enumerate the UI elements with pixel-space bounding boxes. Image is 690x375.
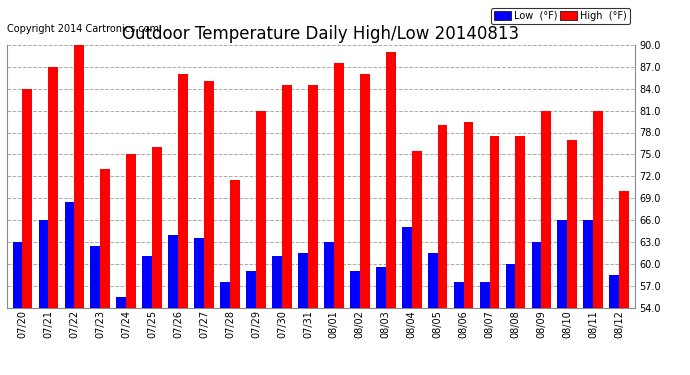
Bar [402,227,412,308]
Bar [194,238,204,308]
Bar [506,264,515,308]
Bar [619,191,629,308]
Bar [282,85,292,308]
Bar [298,253,308,308]
Bar [350,271,359,308]
Bar [359,74,370,307]
Text: Copyright 2014 Cartronics.com: Copyright 2014 Cartronics.com [7,24,159,34]
Legend: Low  (°F), High  (°F): Low (°F), High (°F) [491,8,630,24]
Bar [308,85,317,308]
Bar [178,74,188,307]
Bar [272,256,282,307]
Bar [142,256,152,307]
Bar [334,63,344,308]
Bar [542,111,551,308]
Bar [567,140,578,308]
Bar [246,271,256,308]
Bar [12,242,23,308]
Bar [324,242,334,308]
Bar [23,89,32,308]
Bar [168,235,178,308]
Title: Outdoor Temperature Daily High/Low 20140813: Outdoor Temperature Daily High/Low 20140… [122,26,520,44]
Bar [428,253,437,308]
Bar [75,38,84,308]
Bar [256,111,266,308]
Bar [480,282,489,308]
Bar [454,282,464,308]
Bar [609,275,619,308]
Bar [90,246,100,308]
Bar [386,52,395,308]
Bar [464,122,473,308]
Bar [437,125,448,308]
Bar [117,297,126,307]
Bar [39,220,48,308]
Bar [558,220,567,308]
Bar [64,202,75,308]
Bar [100,169,110,308]
Bar [489,136,500,308]
Bar [593,111,603,308]
Bar [230,180,240,308]
Bar [515,136,525,308]
Bar [152,147,162,308]
Bar [531,242,542,308]
Bar [220,282,230,308]
Bar [48,67,58,308]
Bar [584,220,593,308]
Bar [204,81,214,308]
Bar [412,151,422,308]
Bar [376,267,386,308]
Bar [126,154,136,308]
